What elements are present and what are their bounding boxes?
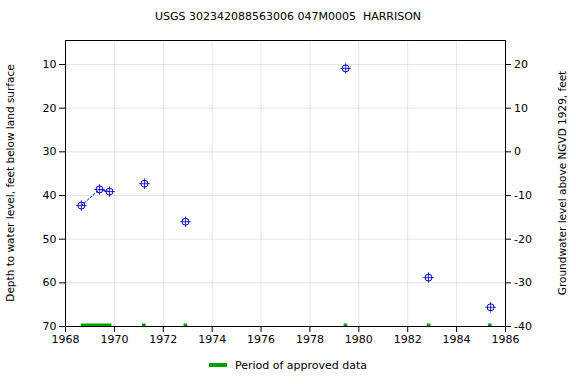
svg-text:1972: 1972 bbox=[149, 333, 177, 346]
svg-text:1978: 1978 bbox=[296, 333, 324, 346]
svg-text:50: 50 bbox=[43, 233, 57, 246]
svg-text:Groundwater level above NGVD 1: Groundwater level above NGVD 1929, feet bbox=[556, 71, 568, 295]
svg-text:-10: -10 bbox=[514, 189, 532, 202]
svg-text:1986: 1986 bbox=[492, 333, 520, 346]
svg-text:1982: 1982 bbox=[394, 333, 422, 346]
svg-text:1970: 1970 bbox=[100, 333, 128, 346]
svg-text:10: 10 bbox=[514, 102, 528, 115]
svg-text:1968: 1968 bbox=[52, 333, 80, 346]
svg-text:70: 70 bbox=[43, 320, 57, 333]
html-text:USGS 302342088563006 047M0005: USGS 302342088563006 047M0005 HARRISON bbox=[154, 10, 422, 23]
svg-text:1984: 1984 bbox=[443, 333, 471, 346]
svg-text:-30: -30 bbox=[514, 276, 532, 289]
svg-text:10: 10 bbox=[43, 58, 57, 71]
svg-text:20: 20 bbox=[43, 102, 57, 115]
svg-text:60: 60 bbox=[43, 276, 57, 289]
svg-text:-40: -40 bbox=[514, 320, 532, 333]
svg-text:20: 20 bbox=[514, 58, 528, 71]
svg-text:1980: 1980 bbox=[345, 333, 373, 346]
svg-text:Depth to water level, feet bel: Depth to water level, feet below land su… bbox=[4, 64, 16, 301]
svg-text:30: 30 bbox=[43, 145, 57, 158]
html-text:Period of approved data: Period of approved data bbox=[234, 358, 368, 372]
svg-text:1974: 1974 bbox=[198, 333, 226, 346]
svg-text:-20: -20 bbox=[514, 233, 532, 246]
svg-text:0: 0 bbox=[514, 145, 521, 158]
svg-text:40: 40 bbox=[43, 189, 57, 202]
svg-text:1976: 1976 bbox=[247, 333, 275, 346]
